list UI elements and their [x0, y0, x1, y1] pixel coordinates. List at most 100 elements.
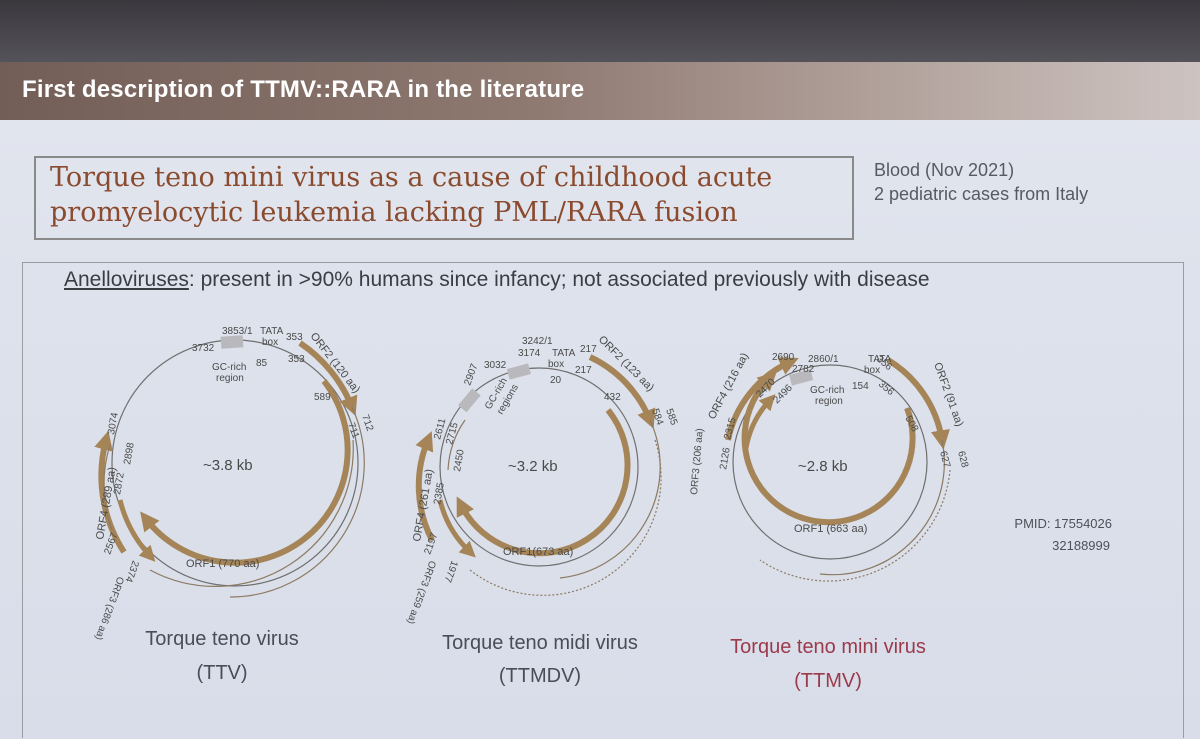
ttmv-n2690: 2690: [772, 352, 795, 363]
ttmv-name: Torque teno mini virus: [730, 636, 926, 658]
slide-title: First description of TTMV::RARA in the l…: [22, 76, 585, 103]
ttv-orf2-line: [229, 406, 365, 598]
ttmv-tata: TATA: [868, 354, 892, 365]
ttv-inner-line: [103, 444, 113, 531]
ttv-gc2: region: [216, 373, 244, 384]
caption-term: Anelloviruses: [64, 268, 189, 291]
ttmv-n154: 154: [852, 381, 869, 392]
ttmv-genome-map: ~2.8 kb 2860/1 TATA box 154 2690 2782 GC…: [689, 351, 970, 582]
ttv-orf1-arc: [140, 379, 351, 566]
ttmv-size: ~2.8 kb: [798, 458, 848, 475]
ttmdv-genome-circle: [439, 367, 639, 567]
ttmdv-n3174: 3174: [518, 348, 541, 359]
ttmv-abbr: (TTMV): [794, 670, 862, 692]
ttmdv-n2450: 2450: [452, 448, 467, 472]
ttv-orf3-arc: [117, 499, 156, 562]
ttmdv-n1977: 1977: [441, 559, 459, 584]
ttmdv-n3032: 3032: [484, 360, 507, 371]
ttv-n712: 712: [359, 413, 375, 433]
ttv-n711: 711: [345, 421, 361, 440]
ttmv-orf2-line: [819, 439, 945, 576]
ttv-n353a: 353: [286, 332, 303, 343]
ttmdv-n2611: 2611: [432, 417, 448, 441]
ttv-gc1: GC-rich: [212, 362, 246, 373]
ttmdv-gc-box-2: [458, 388, 481, 413]
ttmdv-n217b: 217: [575, 365, 592, 376]
ttmv-orf4: ORF4 (216 aa): [706, 351, 751, 421]
ttmv-n508: 508: [902, 414, 920, 434]
pmid-label: PMID: 17554026: [1014, 516, 1112, 531]
ttv-n3732: 3732: [192, 343, 215, 354]
ttmv-orf1-arc: [741, 371, 916, 526]
ttmdv-n2907: 2907: [462, 362, 480, 387]
ttmdv-genome-map: ~3.2 kb 3242/1 TATA box 20 3032 3174 217…: [404, 334, 679, 626]
ttv-n3074: 3074: [106, 411, 121, 435]
ttmdv-orf4: ORF4 (261 aa): [411, 468, 436, 542]
ttmv-n2126: 2126: [718, 446, 733, 470]
ttmdv-orf3: ORF3 (259 aa): [404, 559, 437, 625]
ttv-orf3-line: [149, 439, 354, 588]
ttv-n2872: 2872: [112, 471, 127, 495]
ttmdv-orf4-arc: [415, 431, 435, 542]
ttv-orf1: ORF1 (770 aa): [186, 558, 259, 570]
ttmdv-origin: 3242/1: [522, 336, 553, 347]
ttmv-orf3: ORF3 (206 aa): [689, 428, 706, 495]
ttmdv-n2197: 2197: [422, 531, 440, 556]
ttmdv-orf1-arc: [456, 408, 631, 557]
ttv-tata: TATA: [260, 326, 284, 337]
ttv-n85: 85: [256, 358, 268, 369]
ttmv-n356b: 356: [876, 379, 896, 398]
ttv-orf2: ORF2 (120 aa): [308, 330, 363, 395]
ttmdv-n20: 20: [550, 375, 562, 386]
ttv-gc-box: [220, 335, 244, 349]
ttv-orf4-arc: [94, 430, 127, 554]
ttv-name: Torque teno virus: [145, 628, 299, 650]
ttmdv-orf1: ORF1(673 aa): [503, 546, 573, 558]
anellovirus-caption: Anelloviruses: present in >90% humans si…: [64, 268, 930, 292]
ttmv-orf3-arc: [743, 394, 776, 449]
ttmdv-orf3-arc: [437, 499, 476, 558]
screen-top-border: [0, 0, 1200, 62]
pmid-second: 32188999: [1052, 538, 1110, 553]
journal-note: Blood (Nov 2021): [874, 160, 1015, 180]
ttv-box: box: [262, 337, 278, 348]
paper-title-box: [34, 156, 854, 240]
ttmdv-orf2-arc: [588, 354, 656, 429]
paper-title-line-2: promyelocytic leukemia lacking PML/RARA …: [50, 197, 738, 228]
ttmdv-n432: 432: [604, 392, 621, 403]
ttmv-orf4-arc: [725, 357, 799, 441]
ttmv-n628: 628: [955, 450, 970, 469]
ttv-size: ~3.8 kb: [203, 457, 253, 474]
ttmdv-name: Torque teno midi virus: [442, 632, 638, 654]
ttmdv-tata: TATA: [552, 348, 576, 359]
ttmv-gc1: GC-rich: [810, 385, 844, 396]
ttmdv-gc-box-1: [506, 363, 531, 380]
ttmv-origin: 2860/1: [808, 354, 839, 365]
diagram-panel: [22, 262, 1184, 738]
ttmv-box: box: [864, 365, 880, 376]
ttv-n589: 589: [314, 392, 331, 403]
ttmv-orf1: ORF1 (663 aa): [794, 523, 867, 535]
ttv-orf2-arc: [298, 340, 358, 416]
ttmv-genome-circle: [732, 364, 928, 560]
ttmdv-orf3-line: [469, 439, 662, 596]
ttmv-n2782: 2782: [792, 364, 815, 375]
ttmdv-box: box: [548, 359, 564, 370]
ttmv-n627: 627: [937, 450, 952, 469]
ttmv-orf3-line: [759, 469, 951, 582]
ttmdv-abbr: (TTMDV): [498, 665, 582, 687]
title-bar: [0, 62, 1200, 120]
ttmdv-n217a: 217: [580, 344, 597, 355]
ttmv-orf2-arc: [886, 357, 950, 450]
ttmdv-n2385: 2385: [432, 481, 447, 505]
ttmdv-orf2-line: [559, 419, 661, 579]
caption-text: : present in >90% humans since infancy; …: [188, 268, 930, 291]
ttmdv-inner-line: [447, 419, 466, 471]
cases-note: 2 pediatric cases from Italy: [874, 184, 1089, 204]
ttmdv-size: ~3.2 kb: [508, 458, 558, 475]
ttmv-gc2: region: [815, 396, 843, 407]
ttv-origin: 3853/1: [222, 326, 253, 337]
paper-title-line-1: Torque teno mini virus as a cause of chi…: [50, 162, 773, 193]
